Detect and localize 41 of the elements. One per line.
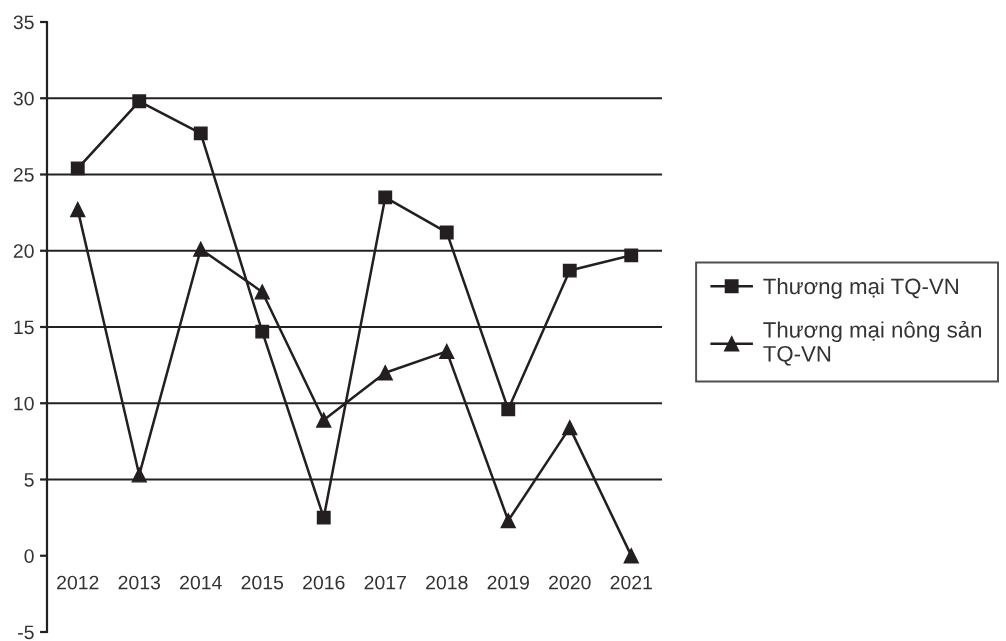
point xyxy=(378,190,393,205)
x-tick-label: 2018 xyxy=(426,575,468,590)
x-tick-label: 2016 xyxy=(303,575,345,590)
point xyxy=(562,420,578,436)
y-tick-label: 25 xyxy=(13,167,34,182)
x-tick-label: 2013 xyxy=(118,575,161,590)
y-tick-label: -5 xyxy=(18,625,34,640)
y-tick-label: 20 xyxy=(13,244,34,258)
point xyxy=(439,225,454,240)
y-tick-label: 35 xyxy=(13,15,34,30)
point xyxy=(377,365,393,381)
point xyxy=(131,467,147,483)
x-tick-label: 2019 xyxy=(487,575,529,590)
point xyxy=(255,324,270,339)
legend-label: Thương mại TQ-VN xyxy=(763,277,958,299)
point xyxy=(623,548,639,564)
y-tick-label: 10 xyxy=(14,396,34,411)
x-tick-label: 2015 xyxy=(241,575,284,590)
x-tick-label: 2020 xyxy=(549,575,591,590)
point xyxy=(316,510,331,525)
x-tick-label: 2012 xyxy=(57,575,99,590)
point xyxy=(193,241,209,257)
y-tick-label: 30 xyxy=(13,91,34,106)
x-tick-label: 2017 xyxy=(364,575,406,590)
y-tick-label: 5 xyxy=(24,473,34,487)
legend-label: Thương mại nông sản TQ-VN xyxy=(763,320,982,366)
point xyxy=(624,248,639,263)
point xyxy=(70,161,85,176)
x-tick-label: 2021 xyxy=(610,575,652,590)
point xyxy=(132,94,147,109)
y-tick-label: 0 xyxy=(24,549,34,563)
x-tick-label: 2014 xyxy=(180,575,222,590)
point xyxy=(439,343,455,360)
point xyxy=(70,201,86,218)
point xyxy=(316,412,332,428)
point xyxy=(501,402,516,417)
y-tick-label: 15 xyxy=(14,320,34,335)
point xyxy=(562,263,577,278)
point xyxy=(254,284,270,300)
point xyxy=(193,126,208,141)
point xyxy=(500,513,516,529)
